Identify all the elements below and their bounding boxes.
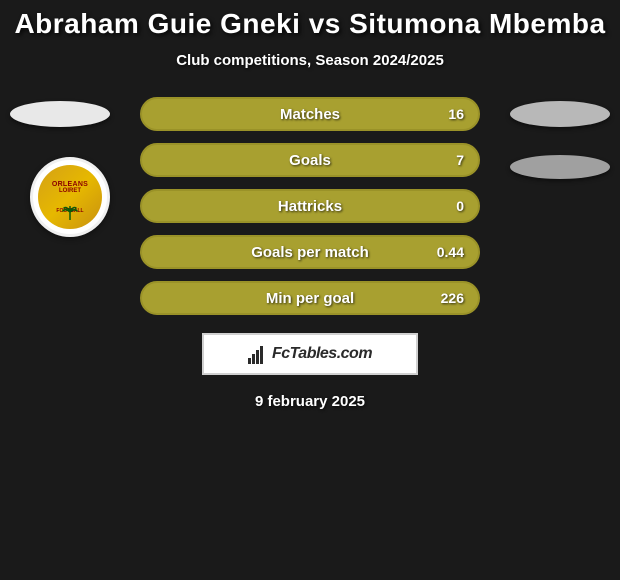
stat-label: Goals [142,152,478,169]
date-text: 9 february 2025 [255,393,365,410]
club-text-line-1: ORLEANS [52,181,88,188]
stat-bar-goals-per-match: Goals per match 0.44 [140,235,480,269]
stat-value: 0.44 [437,244,464,260]
player-left-placeholder [10,101,110,127]
club-logo: ORLEANS LOIRET FOOTBALL [30,157,110,237]
player-right-placeholder-2 [510,155,610,179]
stats-column: Matches 16 Goals 7 Hattricks 0 Goals per… [140,97,480,315]
stat-value: 0 [456,198,464,214]
stat-label: Matches [142,106,478,123]
subtitle: Club competitions, Season 2024/2025 [176,52,444,69]
stat-value: 16 [448,106,464,122]
stat-value: 7 [456,152,464,168]
stat-bar-min-per-goal: Min per goal 226 [140,281,480,315]
bar-chart-icon [248,344,268,364]
stat-bar-goals: Goals 7 [140,143,480,177]
main-area: ORLEANS LOIRET FOOTBALL Matches 16 Goals… [0,97,620,315]
stat-bar-matches: Matches 16 [140,97,480,131]
stat-label: Min per goal [142,290,478,307]
stat-bar-hattricks: Hattricks 0 [140,189,480,223]
club-logo-inner: ORLEANS LOIRET FOOTBALL [38,165,102,229]
page-title: Abraham Guie Gneki vs Situmona Mbemba [14,8,605,40]
club-text-line-2: LOIRET [59,188,81,194]
stat-label: Hattricks [142,198,478,215]
stat-label: Goals per match [142,244,478,261]
palm-icon [61,206,79,223]
player-right-placeholder-1 [510,101,610,127]
brand-text: FcTables.com [272,345,372,363]
brand-box[interactable]: FcTables.com [202,333,418,375]
infographic-container: Abraham Guie Gneki vs Situmona Mbemba Cl… [0,0,620,410]
stat-value: 226 [441,290,464,306]
